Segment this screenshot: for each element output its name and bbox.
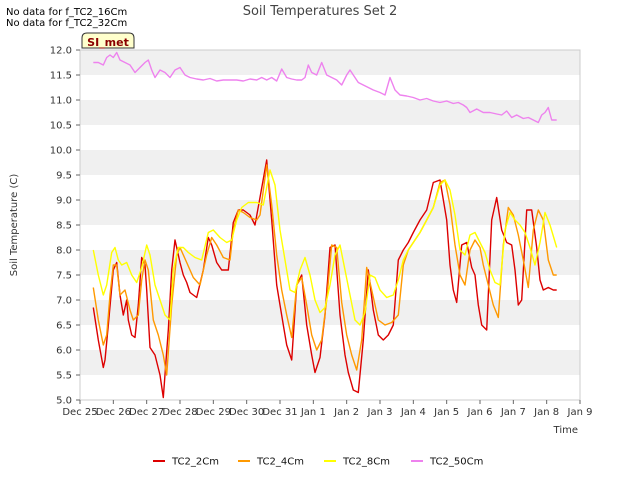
- y-tick-label: 6.5: [56, 321, 72, 332]
- series-line-tc2-4cm: [92, 164, 557, 376]
- series-line-tc2-8cm: [92, 169, 558, 326]
- x-tick-label: Jan 5: [433, 407, 459, 418]
- y-tick-label: 8.0: [56, 246, 72, 257]
- legend: TC2_2Cm TC2_4Cm TC2_8Cm TC2_50Cm: [153, 457, 483, 468]
- legend-label-tc2-4cm: TC2_4Cm: [256, 457, 304, 468]
- x-tick-label: Dec 31: [262, 407, 297, 418]
- grid-band: [80, 225, 580, 250]
- grid-band: [80, 325, 580, 350]
- grid-bands: [80, 50, 580, 400]
- series-line-tc2-2cm: [92, 159, 557, 399]
- y-tick-label: 11.5: [50, 71, 72, 82]
- grid-band: [80, 100, 580, 125]
- legend-label-tc2-8cm: TC2_8Cm: [342, 457, 390, 468]
- grid-band: [80, 175, 580, 200]
- grid-band: [80, 375, 580, 400]
- grid-band: [80, 200, 580, 225]
- grid-band: [80, 50, 580, 75]
- no-data-note-16cm: No data for f_TC2_16Cm: [6, 7, 128, 18]
- grid-band: [80, 75, 580, 100]
- si-met-badge: SI_met: [81, 32, 135, 49]
- y-tick-label: 5.0: [56, 396, 72, 407]
- y-tick-label: 5.5: [56, 371, 72, 382]
- y-tick-label: 9.0: [56, 196, 72, 207]
- x-tick-label: Dec 27: [129, 407, 164, 418]
- x-tick-label: Jan 8: [533, 407, 559, 418]
- x-tick-label: Jan 3: [367, 407, 393, 418]
- y-tick-label: 7.5: [56, 271, 72, 282]
- grid-band: [80, 150, 580, 175]
- x-tick-label: Jan 4: [400, 407, 426, 418]
- y-tick-label: 12.0: [50, 46, 72, 57]
- x-tick-label: Dec 30: [229, 407, 264, 418]
- x-tick-label: Jan 6: [467, 407, 493, 418]
- x-tick-label: Jan 1: [300, 407, 326, 418]
- legend-label-tc2-50cm: TC2_50Cm: [429, 457, 483, 468]
- grid-band: [80, 125, 580, 150]
- badge-background: [81, 32, 135, 49]
- y-tick-label: 10.0: [50, 146, 72, 157]
- x-tick-label: Dec 28: [162, 407, 197, 418]
- chart-title: Soil Temperatures Set 2: [243, 4, 398, 19]
- no-data-note-32cm: No data for f_TC2_32Cm: [6, 18, 128, 29]
- y-tick-label: 11.0: [50, 96, 72, 107]
- legend-label-tc2-2cm: TC2_2Cm: [171, 457, 219, 468]
- y-tick-label: 6.0: [56, 346, 72, 357]
- y-tick-label: 7.0: [56, 296, 72, 307]
- series-line-tc2-50cm: [93, 51, 557, 124]
- series-lines: [92, 51, 558, 399]
- y-tick-label: 9.5: [56, 171, 72, 182]
- x-tick-label: Dec 26: [96, 407, 131, 418]
- y-axis-ticks: 5.0 5.5 6.0 6.5 7.0 7.5 8.0 8.5 9.0 9.5 10.0 10.5 11…: [50, 46, 80, 407]
- grid-band: [80, 300, 580, 325]
- y-tick-label: 10.5: [50, 121, 72, 132]
- x-tick-label: Jan 2: [333, 407, 359, 418]
- x-tick-label: Jan 7: [500, 407, 526, 418]
- badge-label: SI_met: [87, 36, 129, 49]
- y-axis-title: Soil Temperature (C): [9, 174, 20, 277]
- x-tick-label: Dec 25: [62, 407, 97, 418]
- x-tick-label: Jan 9: [567, 407, 593, 418]
- x-axis-title: Time: [553, 425, 578, 436]
- y-tick-label: 8.5: [56, 221, 72, 232]
- x-tick-label: Dec 29: [196, 407, 231, 418]
